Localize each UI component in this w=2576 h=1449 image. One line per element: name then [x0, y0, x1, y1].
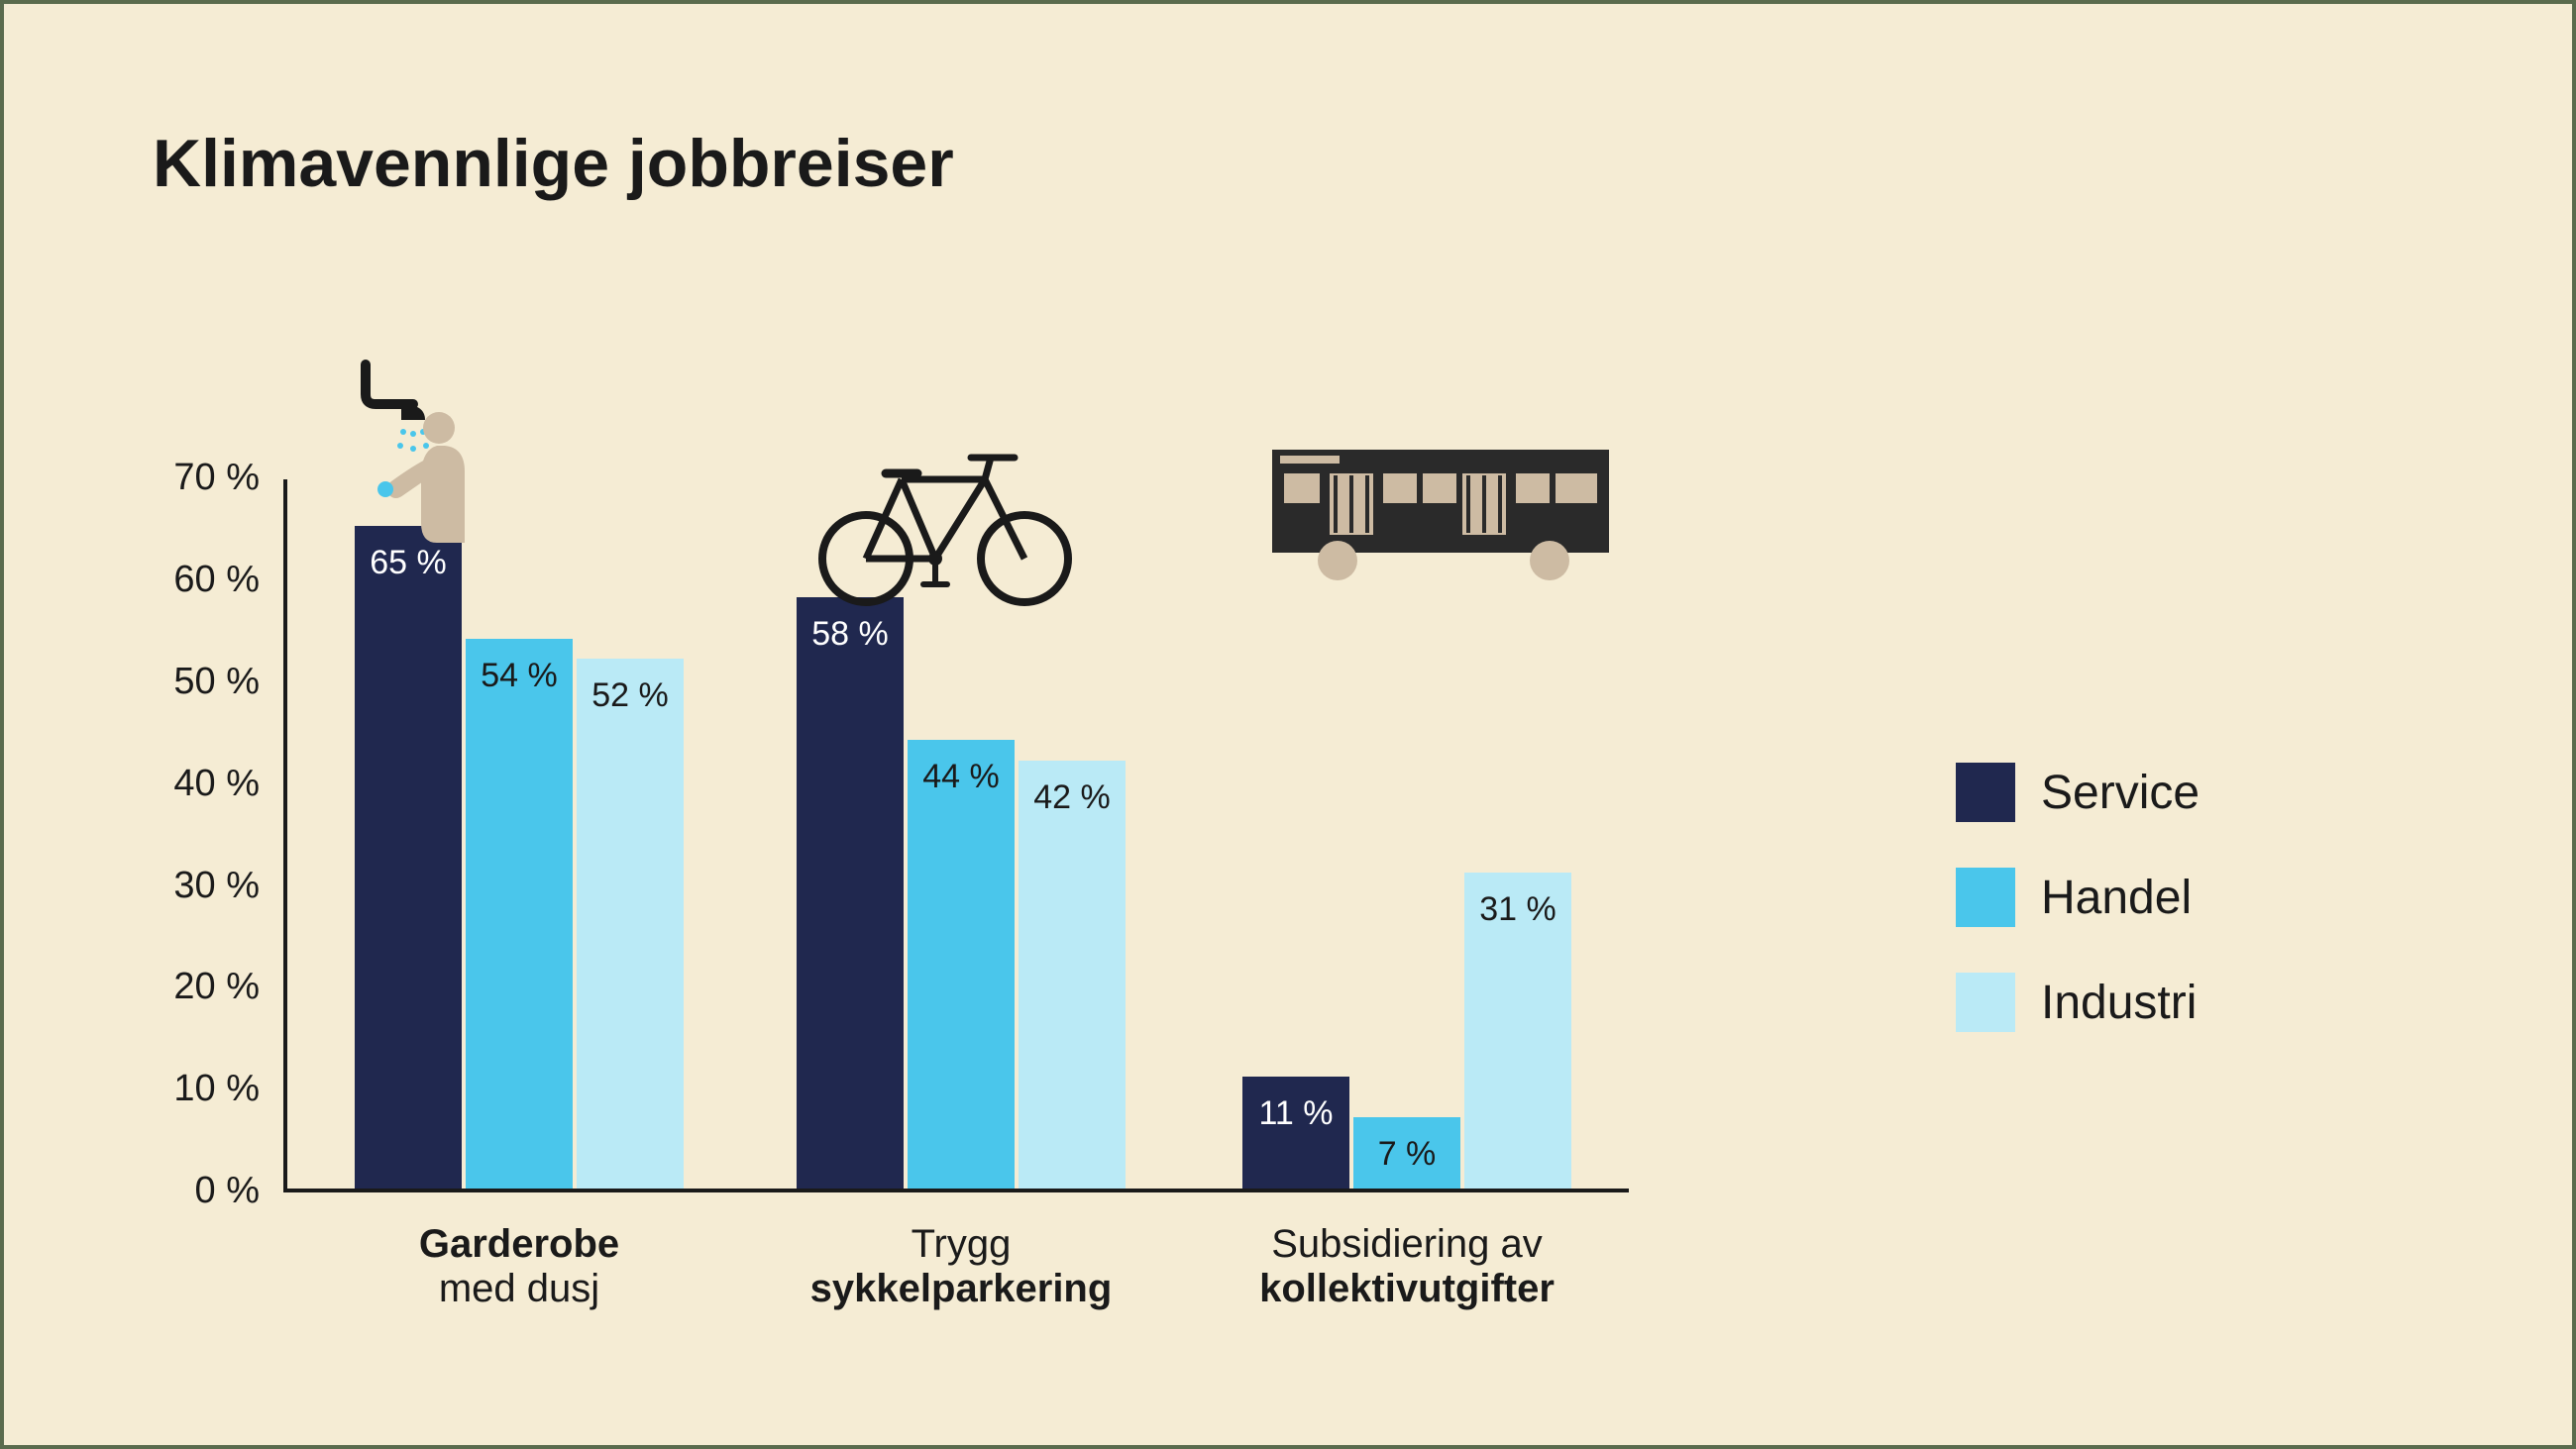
y-tick-label: 0 % [141, 1170, 260, 1212]
y-tick-label: 40 % [141, 763, 260, 805]
legend-label: Industri [2041, 976, 2197, 1030]
bike-icon [806, 440, 1084, 608]
y-axis [283, 479, 287, 1192]
legend-swatch [1956, 973, 2015, 1032]
legend-item-industri: Industri [1956, 973, 2200, 1032]
bar-kollektiv-handel: 7 % [1353, 1117, 1460, 1189]
legend-label: Service [2041, 766, 2200, 820]
bar-label: 31 % [1464, 890, 1571, 929]
legend-label: Handel [2041, 871, 2192, 925]
y-tick-label: 70 % [141, 457, 260, 499]
y-tick-label: 60 % [141, 559, 260, 601]
legend: Service Handel Industri [1956, 763, 2200, 1032]
bar-label: 54 % [466, 657, 573, 695]
legend-item-service: Service [1956, 763, 2200, 822]
bar-kollektiv-service: 11 % [1242, 1077, 1349, 1189]
bar-label: 52 % [577, 676, 684, 715]
bar-sykkel-industri: 42 % [1019, 761, 1126, 1189]
bar-sykkel-handel: 44 % [908, 740, 1015, 1189]
y-tick-label: 50 % [141, 661, 260, 703]
y-tick-label: 30 % [141, 865, 260, 907]
bar-sykkel-service: 58 % [797, 597, 904, 1189]
x-label-sykkel: Tryggsykkelparkering [743, 1222, 1179, 1311]
x-label-kollektiv: Subsidiering avkollektivutgifter [1189, 1222, 1625, 1311]
bar-label: 7 % [1353, 1135, 1460, 1174]
bar-label: 42 % [1019, 778, 1126, 817]
bar-kollektiv-industri: 31 % [1464, 873, 1571, 1189]
bar-garderobe-service: 65 % [355, 526, 462, 1189]
x-axis [283, 1189, 1629, 1192]
x-label-garderobe: Garderobemed dusj [301, 1222, 737, 1311]
bar-label: 44 % [908, 758, 1015, 796]
legend-swatch [1956, 868, 2015, 927]
legend-item-handel: Handel [1956, 868, 2200, 927]
bar-label: 11 % [1242, 1094, 1349, 1133]
bar-garderobe-industri: 52 % [577, 659, 684, 1189]
chart-title: Klimavennlige jobbreiser [153, 125, 954, 202]
bar-garderobe-handel: 54 % [466, 639, 573, 1189]
y-tick-label: 10 % [141, 1068, 260, 1110]
y-tick-label: 20 % [141, 966, 260, 1008]
shower-icon [326, 355, 514, 572]
bar-label: 58 % [797, 615, 904, 654]
bus-icon [1262, 440, 1619, 588]
legend-swatch [1956, 763, 2015, 822]
